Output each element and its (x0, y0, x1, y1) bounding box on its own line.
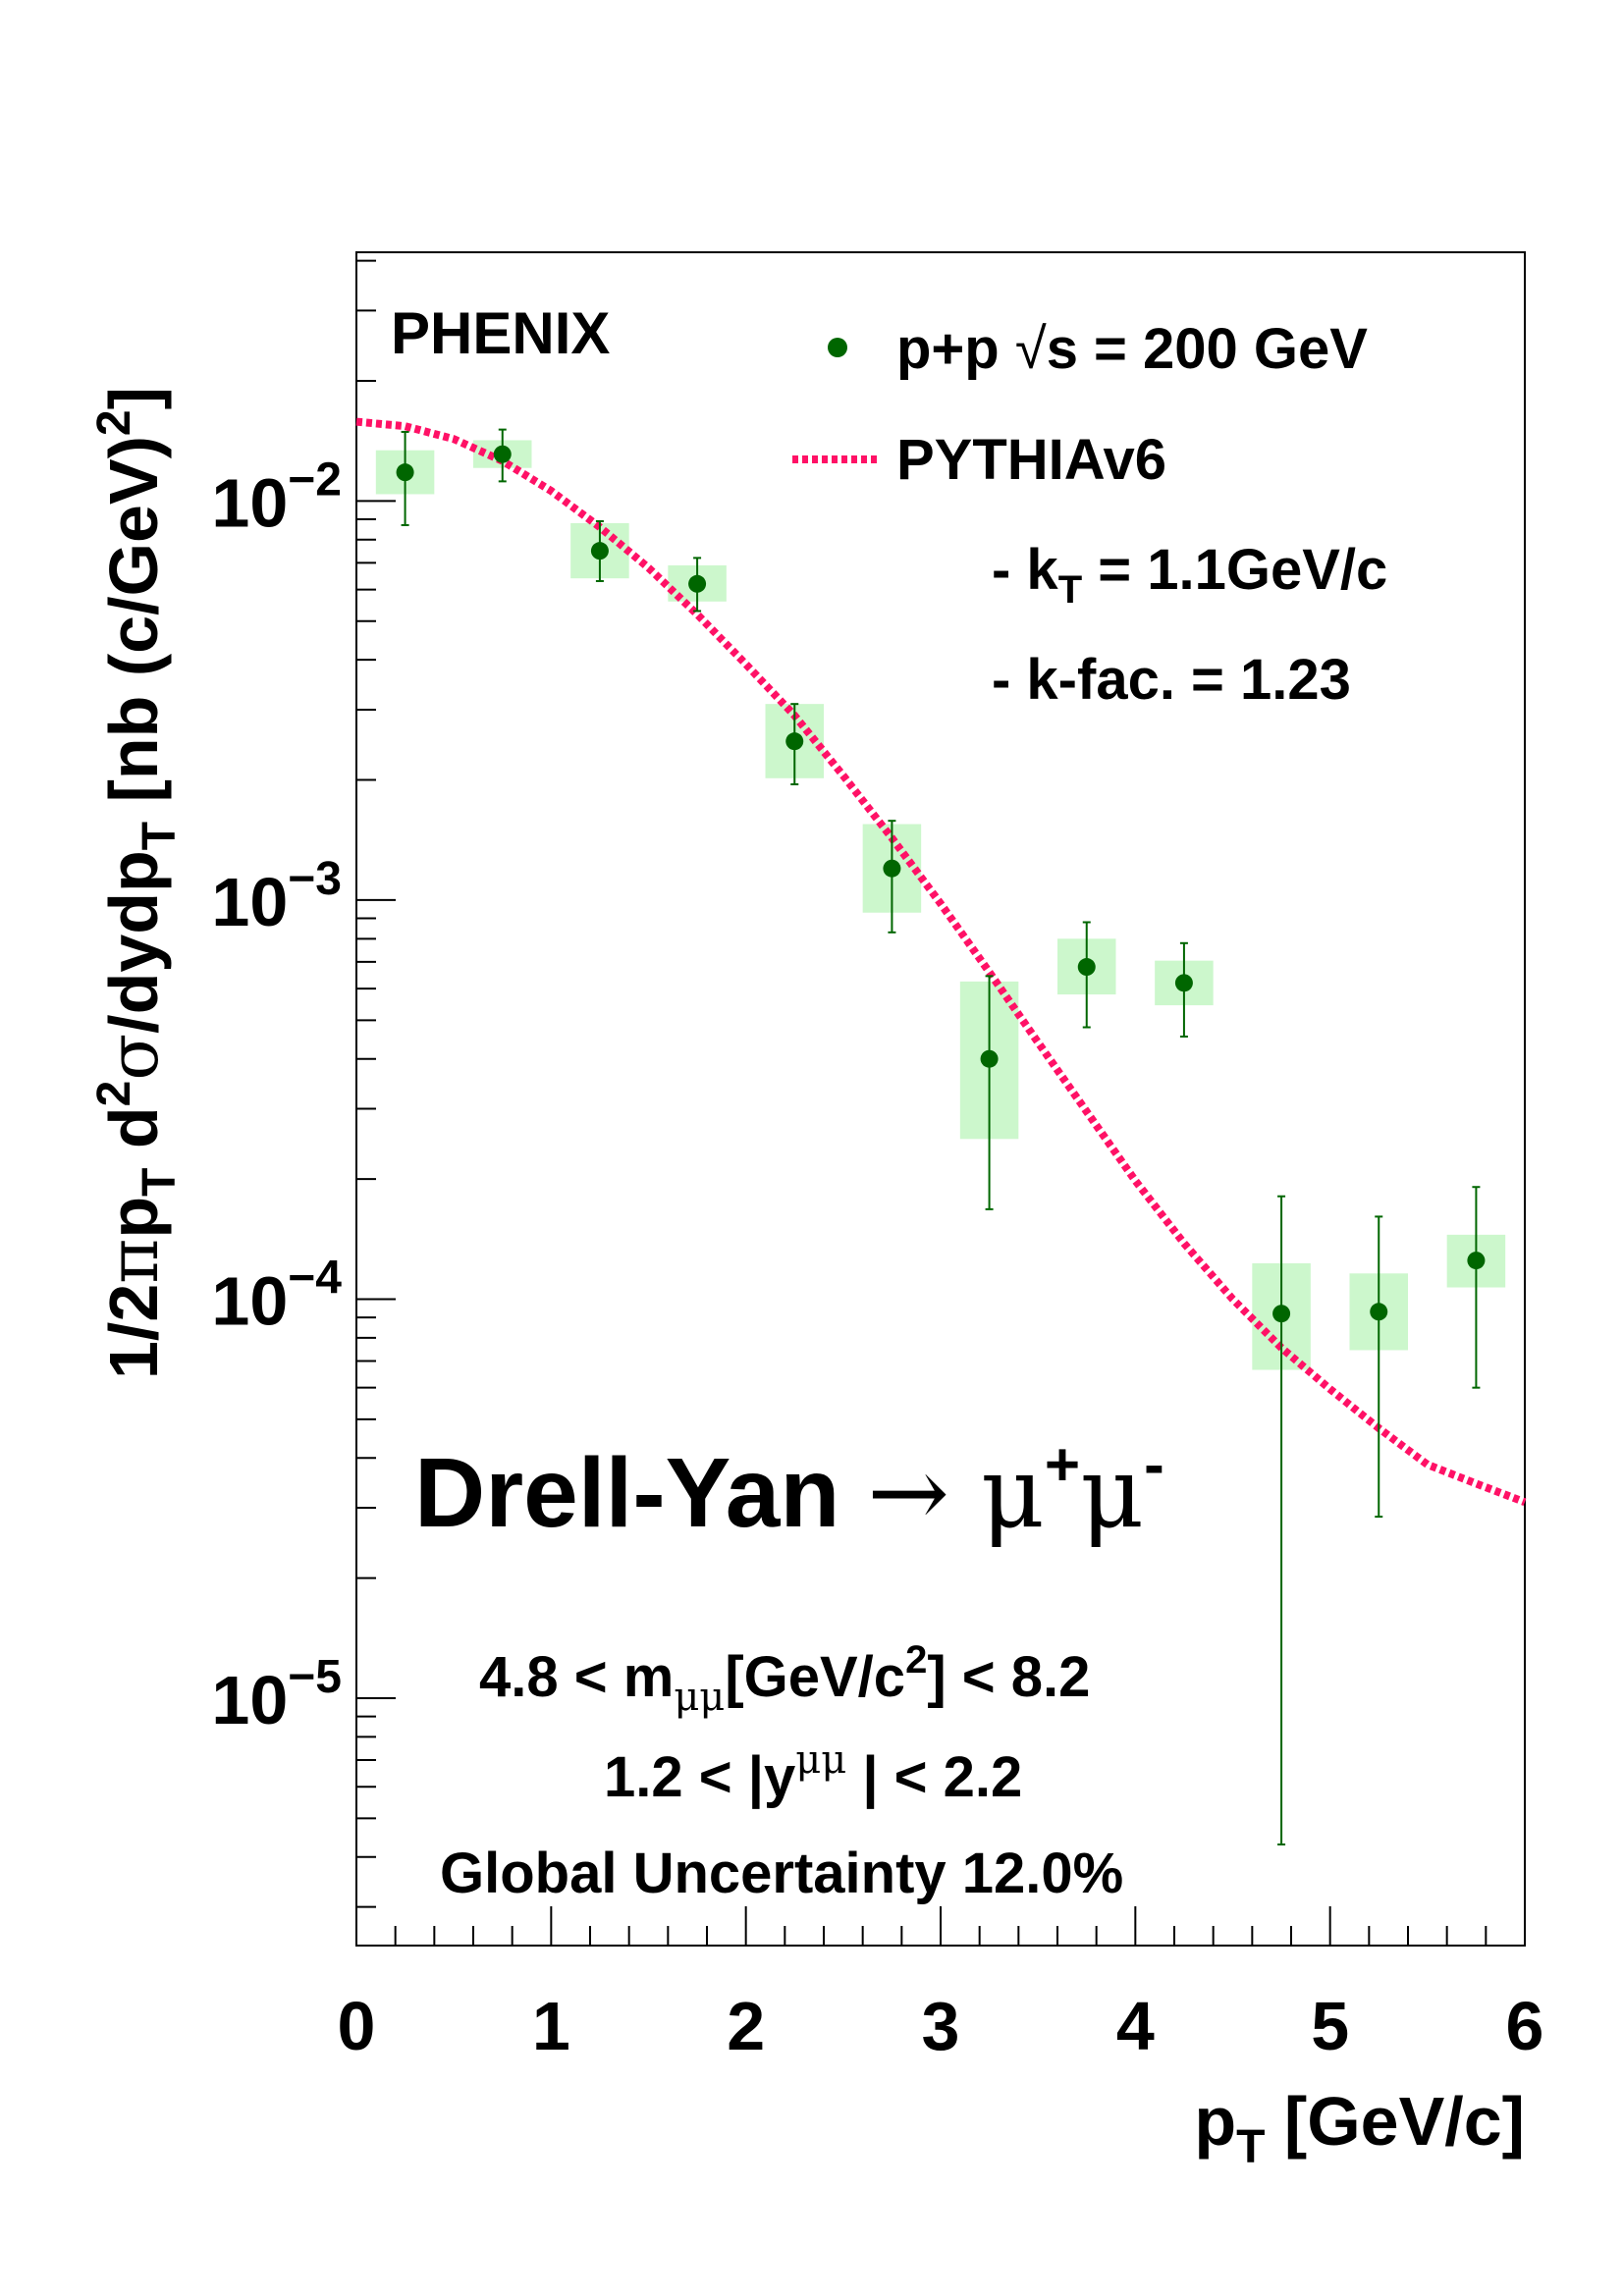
x-tick-label-4: 4 (1116, 1988, 1155, 2064)
y-axis-ticks: 10−210−310−410−5 (211, 259, 396, 1908)
data-point-2 (590, 542, 609, 561)
legend-model-label: PYTHIAv6 (896, 428, 1166, 492)
y-tick-label-base: 10 (211, 864, 288, 940)
pythia-curve (355, 417, 1527, 1507)
data-point-4 (785, 732, 804, 751)
data-point-11 (1467, 1252, 1486, 1270)
data-point-1 (493, 445, 512, 463)
y-tick-label-base: 10 (211, 464, 288, 541)
stat-error-6 (985, 975, 994, 1210)
stat-error-9 (1277, 1195, 1286, 1846)
pythia-curve-layer (355, 417, 1527, 1507)
x-tick-label-0: 0 (338, 1988, 376, 2064)
y-tick-label-base: 10 (211, 1662, 288, 1738)
x-tick-label-2: 2 (727, 1988, 765, 2064)
data-point-8 (1174, 974, 1193, 992)
x-axis-ticks: 0 1 2 3 4 5 6 (338, 1906, 1544, 2064)
experiment-label: PHENIX (391, 300, 610, 366)
y-tick-label-exponent: −5 (288, 1651, 342, 1703)
data-point-0 (396, 463, 414, 482)
mass-cut-label: 4.8 < mμμ[GeV/c2] < 8.2 (479, 1638, 1090, 1720)
data-point-10 (1370, 1303, 1388, 1321)
data-point-9 (1272, 1305, 1291, 1323)
x-tick-label-1: 1 (532, 1988, 570, 2064)
global-uncertainty-label: Global Uncertainty 12.0% (440, 1842, 1123, 1905)
data-point-5 (883, 859, 901, 878)
y-tick-label-base: 10 (211, 1262, 288, 1339)
x-axis-title: pT [GeV/c] (1194, 2083, 1525, 2173)
x-tick-label-3: 3 (922, 1988, 960, 2064)
stat-error-10 (1375, 1215, 1383, 1519)
process-label: Drell-Yan → μ+μ- (414, 1431, 1164, 1550)
x-tick-label-6: 6 (1506, 1988, 1544, 2064)
legend-data-label: p+p √s = 200 GeV (896, 317, 1368, 381)
statistical-error-bars (401, 428, 1481, 1846)
legend-kt-line: - kT = 1.1GeV/c (992, 538, 1387, 612)
legend-data-marker (828, 338, 847, 357)
legend-kfac-line: - k-fac. = 1.23 (992, 648, 1351, 712)
y-tick-label-exponent: −2 (288, 454, 342, 506)
y-tick-label-exponent: −3 (288, 853, 342, 905)
y-tick-label-0: 10−2 (211, 454, 342, 541)
data-point-6 (980, 1049, 999, 1068)
legend: p+p √s = 200 GeV PYTHIAv6 - kT = 1.1GeV/… (792, 317, 1387, 712)
data-point-7 (1077, 958, 1096, 977)
data-points (396, 445, 1486, 1323)
sqrt-symbol: √ (1015, 317, 1047, 381)
y-tick-label-3: 10−5 (211, 1651, 342, 1738)
stat-error-11 (1472, 1186, 1481, 1389)
rapidity-cut-label: 1.2 < |yμμ | < 2.2 (604, 1737, 1022, 1809)
y-tick-label-2: 10−4 (211, 1252, 342, 1339)
y-tick-label-exponent: −4 (288, 1252, 342, 1304)
x-tick-label-5: 5 (1311, 1988, 1349, 2064)
y-axis-title: 1/2πpT d2σ/dydpT [nb (c/GeV)2] (88, 387, 186, 1379)
data-point-3 (688, 574, 707, 593)
y-tick-label-1: 10−3 (211, 853, 342, 940)
